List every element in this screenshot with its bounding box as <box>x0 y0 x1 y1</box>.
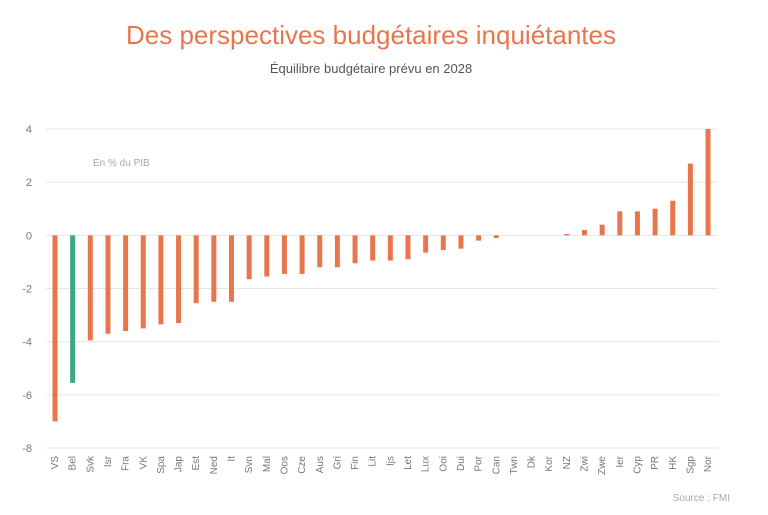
bar-vk <box>140 235 146 329</box>
bar-zwe <box>599 224 605 236</box>
bar-vs <box>52 235 58 422</box>
x-tick-label: Dui <box>456 456 467 471</box>
bar-cze <box>299 235 305 274</box>
bar-cyp <box>634 211 640 236</box>
x-tick-label: HK <box>668 456 679 470</box>
unit-label: En % du PIB <box>93 158 150 169</box>
chart-subtitle: Équilibre budgétaire prévu en 2028 <box>269 61 473 76</box>
bar-sgp <box>687 163 693 236</box>
bar-ooi <box>440 235 446 250</box>
bar-hk <box>670 200 676 236</box>
x-tick-label: Oos <box>279 456 290 474</box>
x-tick-label: Let <box>403 456 414 470</box>
bar-nor <box>705 129 711 236</box>
bar-dui <box>458 235 464 249</box>
x-tick-label: VK <box>138 456 149 470</box>
x-tick-label: Por <box>474 455 485 471</box>
bar-est <box>193 235 199 304</box>
bar-bel <box>70 235 76 383</box>
x-tick-label: Ooi <box>438 456 449 472</box>
x-tick-label: Isr <box>103 455 114 467</box>
y-tick-label: 2 <box>26 177 32 189</box>
x-tick-label: Ned <box>209 456 220 474</box>
x-tick-label: Ijs <box>385 456 396 466</box>
bar-ned <box>211 235 217 302</box>
bar-svk <box>87 235 93 341</box>
x-tick-label: Lit <box>368 456 379 467</box>
x-tick-label: PR <box>650 456 661 470</box>
y-tick-label: -6 <box>22 390 32 402</box>
x-tick-label: Lux <box>421 456 432 472</box>
x-tick-label: It <box>227 456 238 462</box>
x-tick-label: Svk <box>85 455 96 473</box>
bar-zwi <box>582 230 587 236</box>
bar-gri <box>334 235 340 268</box>
bar-svn <box>246 235 252 280</box>
bar-ijs <box>387 235 393 261</box>
bar-mal <box>264 235 270 277</box>
x-tick-label: Zwe <box>597 456 608 475</box>
chart-title: Des perspectives budgétaires inquiétante… <box>126 20 616 50</box>
x-tick-label: NZ <box>562 456 573 469</box>
x-tick-label: Svn <box>244 456 255 473</box>
bar-aus <box>317 235 323 268</box>
x-tick-label: Twn <box>509 456 520 474</box>
x-tick-label: Ier <box>615 455 626 467</box>
bar-can <box>493 235 499 238</box>
y-tick-label: -8 <box>22 443 32 455</box>
x-tick-label: Cyp <box>632 456 643 474</box>
x-tick-label: Kor <box>544 455 555 471</box>
bar-fra <box>123 235 129 332</box>
x-tick-label: Fin <box>350 456 361 470</box>
bar-lit <box>370 235 376 261</box>
x-tick-label: Bel <box>68 456 79 470</box>
x-tick-label: Zwi <box>580 456 591 472</box>
x-tick-label: Cze <box>297 456 308 474</box>
y-tick-label: -2 <box>22 284 32 296</box>
bar-it <box>229 235 234 302</box>
x-tick-label: Spa <box>156 456 167 474</box>
bar-isr <box>105 235 111 334</box>
source-label: Source : FMI <box>672 493 730 504</box>
x-tick-label: Est <box>191 456 202 471</box>
x-tick-label: Can <box>491 456 502 474</box>
bar-fin <box>352 235 358 264</box>
bar-spa <box>158 235 164 325</box>
x-tick-label: Mal <box>262 456 273 472</box>
y-tick-label: -4 <box>22 337 32 349</box>
x-tick-label: VS <box>50 456 61 470</box>
x-tick-label: Fra <box>121 456 132 471</box>
x-tick-label: Jap <box>174 456 185 473</box>
bar-pr <box>652 208 658 236</box>
bar-por <box>476 235 482 241</box>
x-tick-label: Sgp <box>685 456 696 474</box>
bar-jap <box>176 235 182 324</box>
y-tick-label: 4 <box>26 124 32 136</box>
x-tick-label: Dk <box>527 455 538 468</box>
bar-oos <box>281 235 287 274</box>
x-tick-label: Aus <box>315 456 326 473</box>
x-tick-label: Nor <box>703 455 714 472</box>
bar-let <box>405 235 411 260</box>
x-tick-label: Gri <box>332 456 343 469</box>
bar-ier <box>617 211 623 236</box>
y-tick-label: 0 <box>26 230 32 242</box>
bar-nz <box>564 234 570 236</box>
bar-lux <box>423 235 429 253</box>
